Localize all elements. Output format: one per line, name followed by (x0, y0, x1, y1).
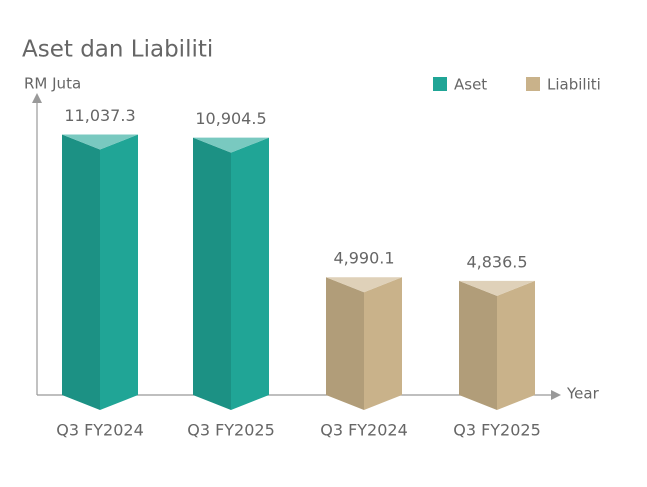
legend-label: Liabiliti (547, 76, 601, 94)
bar-top-face (193, 137, 269, 153)
bar-left-face (193, 137, 231, 410)
x-axis-arrow (551, 390, 561, 400)
bar-left-face (459, 280, 497, 410)
value-label: 4,990.1 (333, 249, 394, 268)
legend-swatch (526, 77, 540, 91)
bar (459, 280, 535, 410)
bar-right-face (364, 277, 402, 410)
x-tick-label: Q3 FY2025 (453, 421, 541, 440)
chart-title: Aset dan Liabiliti (22, 37, 213, 63)
bar-right-face (497, 280, 535, 410)
value-label: 10,904.5 (195, 109, 266, 128)
bar-top-face (459, 280, 535, 296)
bar (62, 134, 138, 410)
x-tick-label: Q3 FY2024 (320, 421, 408, 440)
bar-top-face (62, 134, 138, 150)
y-axis-arrow (32, 93, 42, 103)
x-tick-label: Q3 FY2024 (56, 421, 144, 440)
x-axis-label: Year (566, 385, 600, 403)
legend-label: Aset (454, 76, 487, 94)
y-axis-label: RM Juta (24, 75, 81, 93)
bar-top-face (326, 277, 402, 293)
value-label: 4,836.5 (466, 252, 527, 271)
bar-left-face (62, 134, 100, 410)
bar-right-face (100, 134, 138, 410)
bar (326, 277, 402, 410)
value-label: 11,037.3 (64, 106, 135, 125)
bar (193, 137, 269, 410)
x-tick-label: Q3 FY2025 (187, 421, 275, 440)
bar-right-face (231, 137, 269, 410)
bar-left-face (326, 277, 364, 410)
legend-swatch (433, 77, 447, 91)
